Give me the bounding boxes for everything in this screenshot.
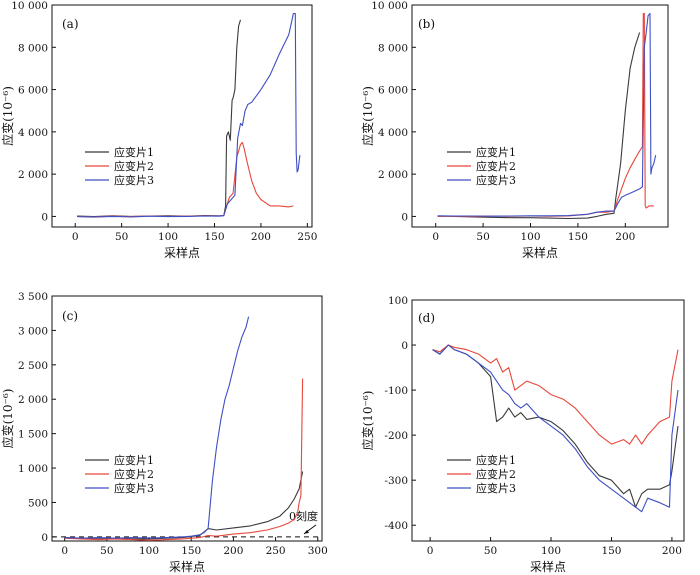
y-tick-label: 6 000 bbox=[18, 85, 48, 97]
panel-label: (b) bbox=[418, 17, 435, 31]
y-tick-label: 1 000 bbox=[18, 463, 48, 475]
legend-entry: 应变片1 bbox=[476, 145, 516, 159]
legend-entry: 应变片3 bbox=[476, 173, 516, 187]
x-tick-label: 50 bbox=[476, 231, 489, 243]
y-tick-label: 0 bbox=[41, 532, 48, 544]
x-tick-label: 50 bbox=[115, 231, 128, 243]
x-tick-label: 150 bbox=[601, 545, 621, 557]
series-line-2 bbox=[64, 378, 304, 541]
legend-entry: 应变片2 bbox=[114, 159, 154, 173]
series-line-1 bbox=[437, 32, 641, 220]
y-tick-label: 10 000 bbox=[371, 0, 408, 12]
chart-panel-1: 0 50 100 150 200 0 2 000 4 000 6 000 8 000 10 000 采… bbox=[360, 0, 669, 260]
x-tick-label: 0 bbox=[61, 545, 68, 557]
x-tick-label: 0 bbox=[432, 231, 439, 243]
panel-label: (a) bbox=[62, 17, 79, 31]
panel-label: (d) bbox=[418, 311, 435, 325]
x-tick-label: 200 bbox=[615, 231, 635, 243]
x-tick-label: 300 bbox=[308, 545, 328, 557]
y-tick-label: -200 bbox=[384, 430, 408, 442]
series-line-3 bbox=[77, 12, 301, 218]
series-line-2 bbox=[432, 344, 679, 445]
series-line-1 bbox=[64, 471, 304, 540]
y-tick-label: 10 000 bbox=[11, 0, 48, 12]
y-tick-label: 0 bbox=[401, 211, 408, 223]
legend-entry: 应变片2 bbox=[114, 467, 154, 481]
y-axis-label: 应变(10⁻⁶) bbox=[0, 86, 15, 146]
x-tick-label: 0 bbox=[427, 545, 434, 557]
x-axis-label: 采样点 bbox=[169, 559, 205, 574]
y-tick-label: 0 bbox=[401, 340, 408, 352]
y-tick-label: 100 bbox=[388, 295, 408, 307]
plot-frame bbox=[51, 4, 313, 228]
x-tick-label: 200 bbox=[662, 545, 682, 557]
panel-label: (c) bbox=[62, 309, 78, 323]
x-tick-label: 100 bbox=[139, 545, 159, 557]
chart-panel-2: 0 50 100 150 200 250 300 0 500 1 000 1 500 2 000 2 5… bbox=[0, 291, 328, 574]
y-tick-label: -100 bbox=[384, 385, 408, 397]
y-tick-label: -300 bbox=[384, 475, 408, 487]
y-tick-label: 1 500 bbox=[18, 429, 48, 441]
x-tick-label: 150 bbox=[204, 231, 224, 243]
legend-entry: 应变片2 bbox=[476, 467, 516, 481]
y-axis-label: 应变(10⁻⁶) bbox=[0, 389, 15, 449]
plot-frame bbox=[411, 4, 669, 228]
legend-entry: 应变片1 bbox=[114, 453, 154, 467]
zero-line-annotation: 0刻度 bbox=[289, 509, 318, 523]
series-line-3 bbox=[432, 344, 679, 513]
x-tick-label: 50 bbox=[100, 545, 113, 557]
y-tick-label: 2 000 bbox=[18, 169, 48, 181]
plot-frame bbox=[51, 295, 323, 542]
x-tick-label: 150 bbox=[181, 545, 201, 557]
legend-entry: 应变片3 bbox=[114, 481, 154, 495]
x-tick-label: 100 bbox=[520, 231, 540, 243]
y-tick-label: 500 bbox=[28, 497, 48, 509]
y-tick-label: 0 bbox=[41, 211, 48, 223]
series-line-2 bbox=[77, 141, 294, 218]
series-line-3 bbox=[437, 12, 657, 217]
y-axis-label: 应变(10⁻⁶) bbox=[360, 86, 375, 146]
legend-entry: 应变片1 bbox=[476, 453, 516, 467]
legend-entry: 应变片3 bbox=[114, 173, 154, 187]
y-tick-label: 3 500 bbox=[18, 291, 48, 303]
y-tick-label: 6 000 bbox=[378, 85, 408, 97]
plot-frame bbox=[411, 299, 685, 542]
chart-panel-3: 0 50 100 150 200 -400 -300 -200 -100 0 100 采样点 应变(10… bbox=[360, 295, 685, 574]
zero-line-arrowhead bbox=[304, 529, 309, 534]
series-line-3 bbox=[64, 316, 250, 539]
x-axis-label: 采样点 bbox=[164, 245, 200, 260]
series-line-1 bbox=[77, 19, 242, 218]
x-axis-label: 采样点 bbox=[530, 559, 566, 574]
x-tick-label: 0 bbox=[72, 231, 79, 243]
x-tick-label: 250 bbox=[266, 545, 286, 557]
x-tick-label: 200 bbox=[251, 231, 271, 243]
y-tick-label: 4 000 bbox=[378, 127, 408, 139]
y-tick-label: 2 000 bbox=[378, 169, 408, 181]
y-tick-label: 8 000 bbox=[378, 42, 408, 54]
y-axis-label: 应变(10⁻⁶) bbox=[360, 391, 375, 451]
series-line-1 bbox=[432, 344, 679, 508]
x-tick-label: 150 bbox=[568, 231, 588, 243]
x-tick-label: 50 bbox=[484, 545, 497, 557]
y-tick-label: 8 000 bbox=[18, 42, 48, 54]
y-tick-label: 2 000 bbox=[18, 394, 48, 406]
legend-entry: 应变片3 bbox=[476, 481, 516, 495]
x-tick-label: 100 bbox=[158, 231, 178, 243]
legend-entry: 应变片1 bbox=[114, 145, 154, 159]
legend-entry: 应变片2 bbox=[476, 159, 516, 173]
chart-panel-0: 0 50 100 150 200 250 0 2 000 4 000 6 000 8 000 10 0… bbox=[0, 0, 317, 260]
series-line-2 bbox=[437, 12, 654, 217]
x-tick-label: 250 bbox=[297, 231, 317, 243]
x-axis-label: 采样点 bbox=[522, 245, 558, 260]
x-tick-label: 200 bbox=[223, 545, 243, 557]
y-tick-label: 2 500 bbox=[18, 360, 48, 372]
y-tick-label: -400 bbox=[384, 520, 408, 532]
x-tick-label: 100 bbox=[541, 545, 561, 557]
y-tick-label: 4 000 bbox=[18, 127, 48, 139]
y-tick-label: 3 000 bbox=[18, 325, 48, 337]
